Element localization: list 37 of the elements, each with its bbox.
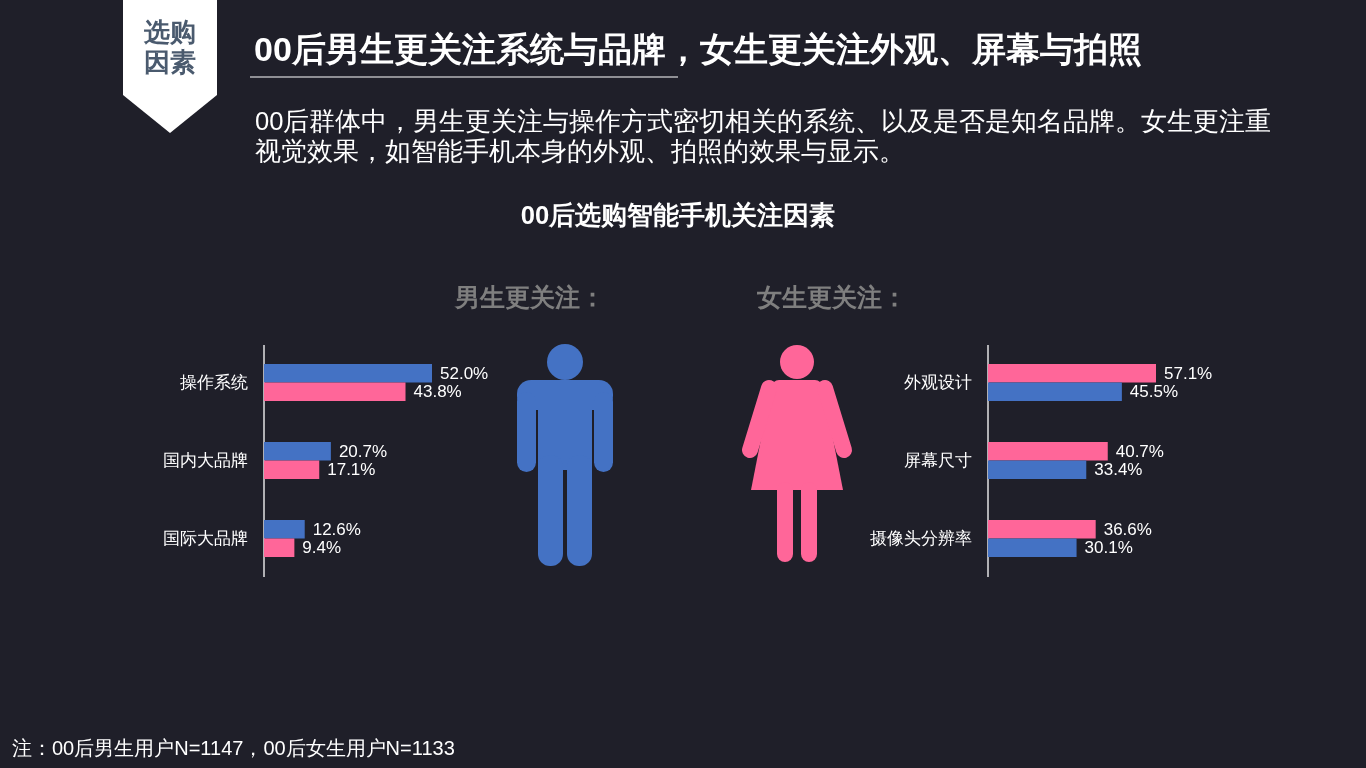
text: 00后选购智能手机关注因素	[520, 200, 836, 230]
y-tick-label: 外观设计	[904, 373, 972, 392]
text: 00后群体中，男生更关注与操作方式密切相关的系统、以及是否是知名品牌。女生更注重视觉效果，如智能手机本身的外观、拍照的效果与显示。	[255, 106, 1273, 166]
y-tick-label: 操作系统	[180, 373, 248, 392]
data-label: 45.5%	[1129, 382, 1179, 402]
bar	[264, 382, 406, 401]
bar	[988, 364, 1156, 383]
text: 女生更关注：	[757, 282, 907, 312]
data-label: 40.7%	[1115, 441, 1164, 461]
y-tick-label: 摄像头分辨率	[870, 529, 972, 548]
data-label: 20.7%	[338, 441, 388, 461]
text: 00后男生更关注系统与品牌，女生更关注外观、屏幕与拍照	[254, 29, 1142, 70]
text: 选购因素	[143, 17, 197, 77]
bar	[988, 520, 1096, 539]
data-label: 9.4%	[302, 538, 342, 558]
bar	[264, 520, 305, 539]
data-label: 30.1%	[1084, 538, 1133, 558]
bar	[988, 442, 1108, 461]
y-tick-label: 屏幕尺寸	[904, 451, 972, 470]
data-label: 12.6%	[312, 519, 361, 539]
y-tick-label: 国际大品牌	[163, 529, 248, 548]
text: 注：00后男生用户N=1147，00后女生用户N=1133	[12, 736, 455, 761]
data-label: 52.0%	[440, 363, 489, 383]
y-tick-label: 国内大品牌	[163, 451, 248, 470]
bar	[988, 382, 1122, 401]
bar	[264, 364, 432, 383]
bar	[988, 538, 1077, 557]
bar	[264, 442, 331, 461]
bar	[264, 460, 320, 479]
data-label: 33.4%	[1094, 460, 1143, 480]
bar	[988, 460, 1087, 479]
data-label: 17.1%	[327, 460, 376, 480]
data-label: 36.6%	[1103, 519, 1152, 539]
bar	[264, 538, 295, 557]
data-label: 57.1%	[1164, 363, 1213, 383]
text: 男生更关注：	[455, 282, 605, 312]
data-label: 43.8%	[413, 382, 462, 402]
